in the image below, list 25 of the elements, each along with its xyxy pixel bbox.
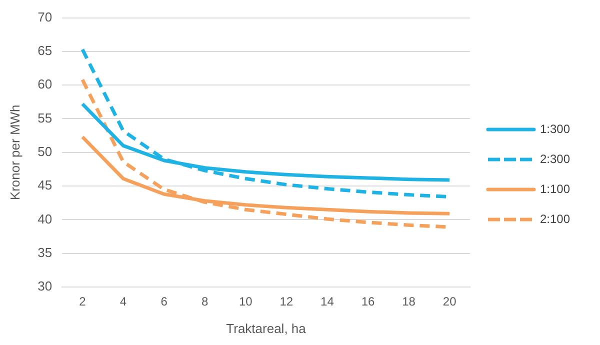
x-tick-label: 4 bbox=[120, 294, 127, 309]
x-tick-label: 2 bbox=[79, 294, 86, 309]
y-tick-label: 30 bbox=[38, 278, 52, 294]
legend-label: 2:100 bbox=[540, 212, 570, 226]
y-tick-label: 45 bbox=[38, 178, 52, 193]
x-tick-label: 14 bbox=[320, 294, 334, 309]
x-tick-label: 8 bbox=[201, 294, 208, 309]
legend-label: 1:300 bbox=[540, 122, 570, 136]
y-tick-label: 50 bbox=[38, 144, 52, 159]
x-tick-label: 20 bbox=[442, 294, 457, 309]
legend-label: 2:300 bbox=[540, 152, 570, 166]
x-tick-label: 6 bbox=[160, 294, 168, 309]
legend-label: 1:100 bbox=[540, 182, 570, 196]
x-axis-title: Traktareal, ha bbox=[226, 320, 307, 336]
x-tick-label: 12 bbox=[280, 294, 294, 309]
x-tick-label: 10 bbox=[238, 294, 253, 309]
y-tick-label: 40 bbox=[38, 211, 52, 226]
y-tick-label: 60 bbox=[38, 76, 52, 92]
x-tick-label: 18 bbox=[402, 294, 416, 309]
y-tick-label: 35 bbox=[38, 244, 52, 260]
y-tick-label: 65 bbox=[38, 43, 52, 58]
x-tick-label: 16 bbox=[361, 294, 375, 309]
y-tick-label: 55 bbox=[38, 110, 52, 126]
y-axis-title: Kronor per MWh bbox=[7, 104, 22, 200]
y-tick-label: 70 bbox=[38, 9, 52, 24]
